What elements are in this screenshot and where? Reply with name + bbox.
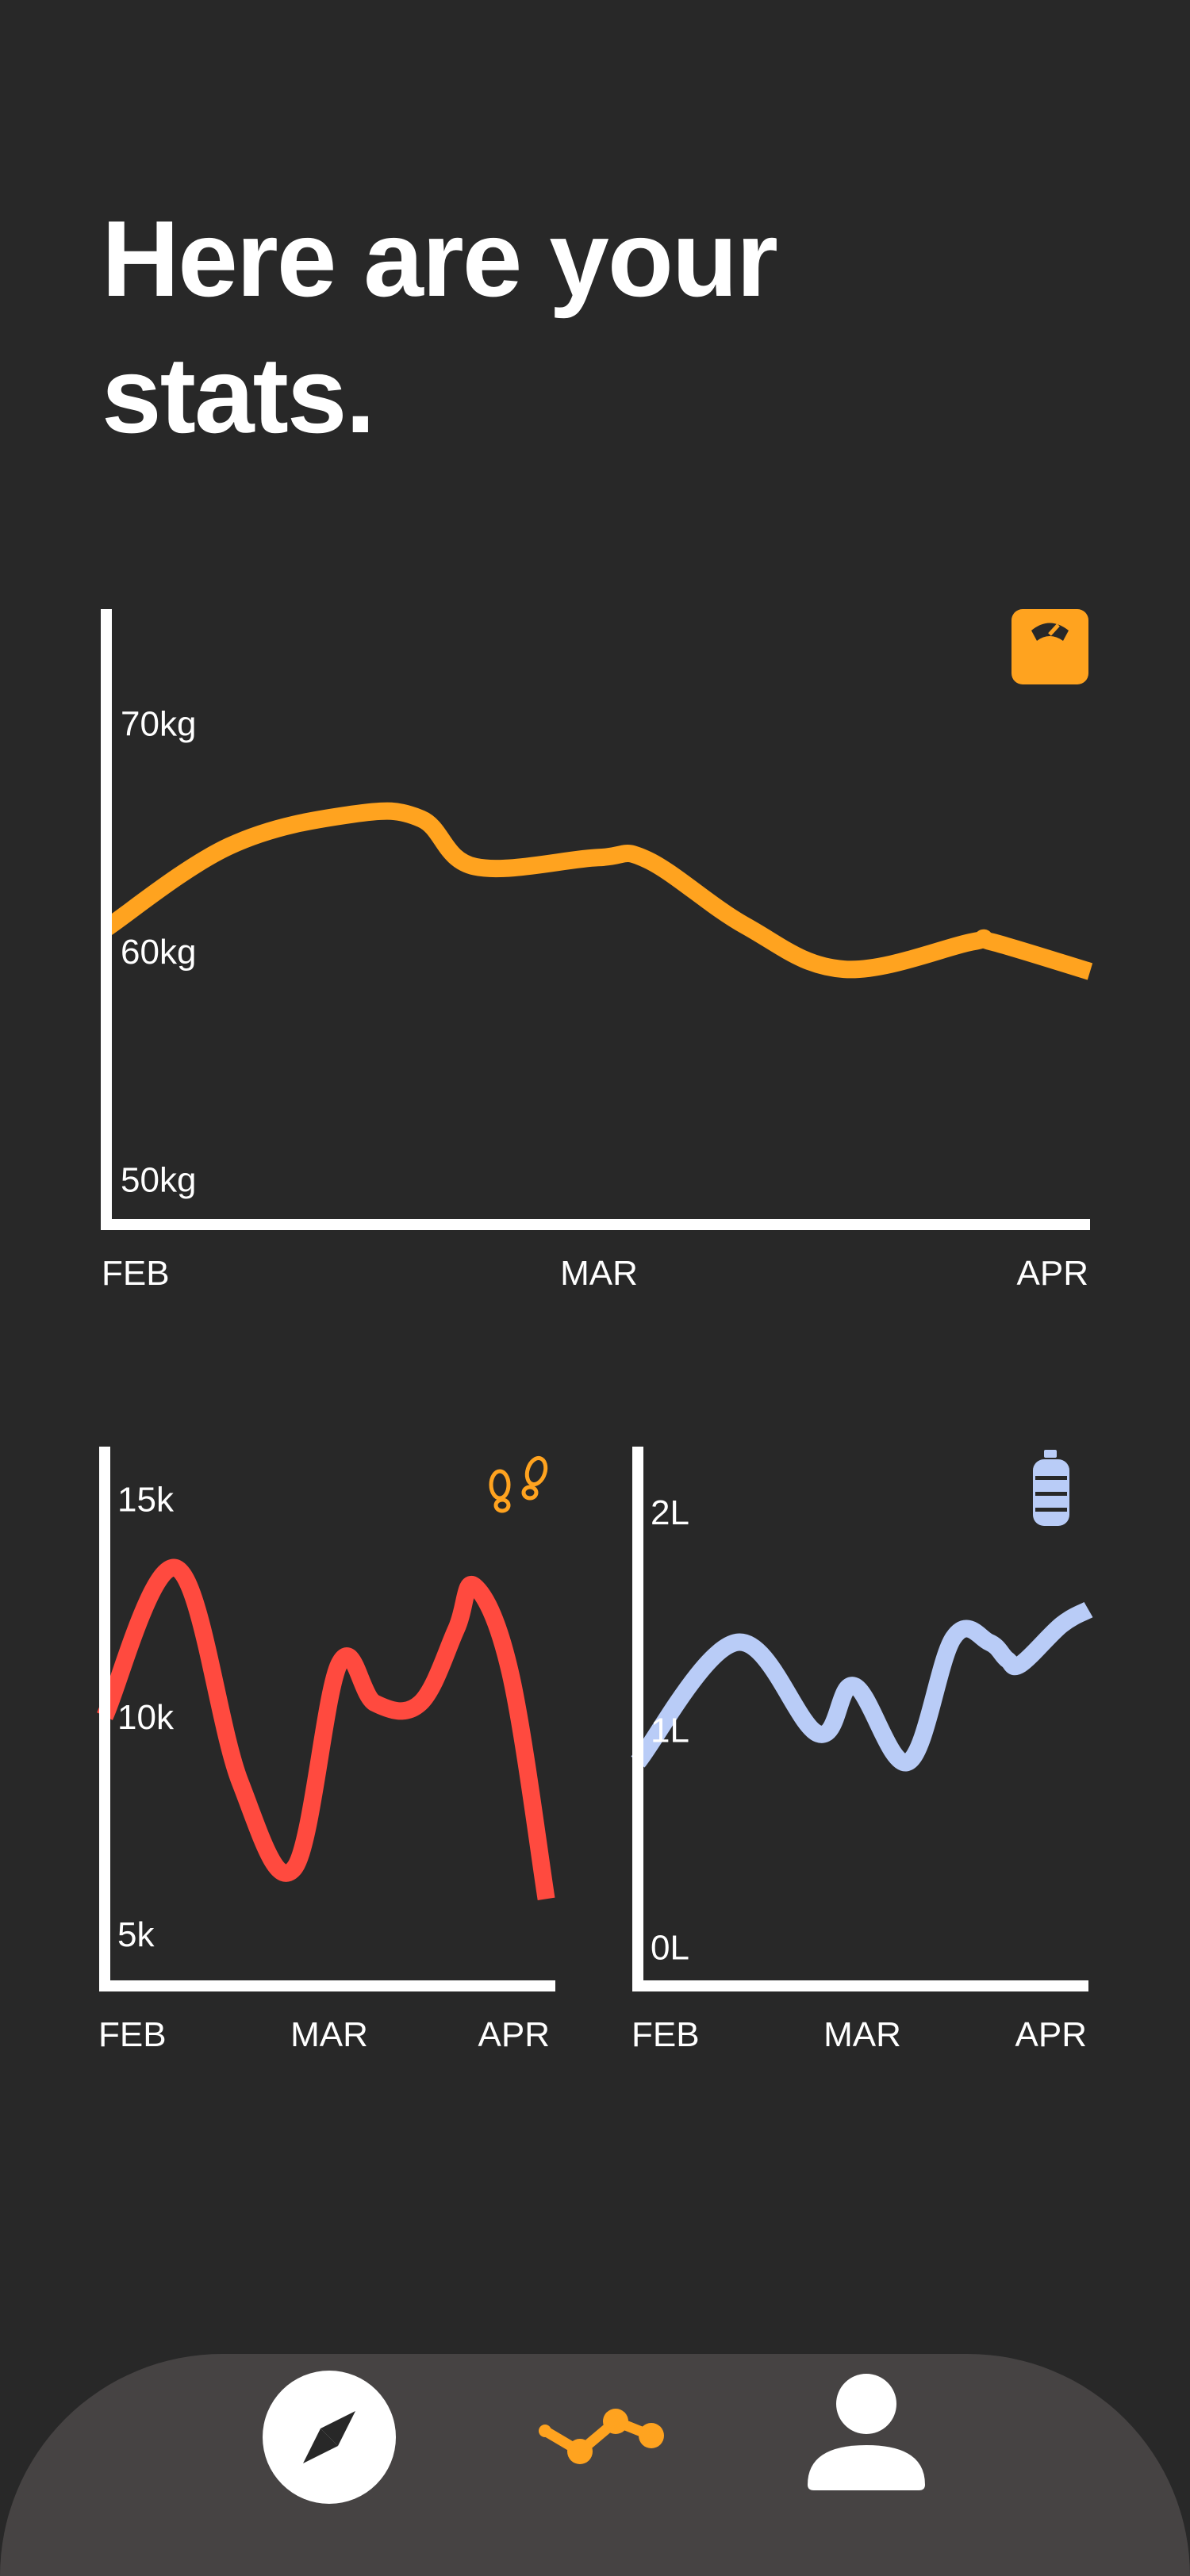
- steps-x-tick-label: FEB: [98, 2015, 167, 2054]
- weight-series-line: [101, 802, 1093, 980]
- water-x-tick-label: FEB: [631, 2015, 700, 2054]
- tab-explore[interactable]: [258, 2354, 401, 2520]
- water-data-point: [854, 1685, 855, 1687]
- steps-chart: 5k 10k 15k FEB MAR APR: [96, 1447, 555, 2054]
- water-data-point: [1007, 1659, 1008, 1661]
- steps-y-tick-label: 15k: [117, 1481, 175, 1520]
- water-data-point: [1088, 1609, 1089, 1611]
- water-y-tick-label: 0L: [651, 1929, 689, 1968]
- water-y-tick-label: 1L: [651, 1711, 689, 1750]
- weight-x-tick-label: FEB: [102, 1254, 170, 1293]
- tab-profile[interactable]: [791, 2354, 934, 2520]
- water-data-point: [953, 1637, 954, 1639]
- water-series-line: [631, 1601, 1093, 1772]
- water-data-point: [988, 1642, 990, 1643]
- weight-x-tick-label: APR: [1017, 1254, 1088, 1293]
- weight-x-tick-label: MAR: [560, 1254, 638, 1293]
- weighing-scale-icon: [1012, 609, 1088, 684]
- tab-stats[interactable]: [527, 2354, 670, 2520]
- water-x-tick-label: APR: [1015, 2015, 1087, 2054]
- stats-graph-icon: [539, 2409, 664, 2464]
- person-icon: [808, 2374, 925, 2490]
- steps-series-line: [96, 1558, 555, 1901]
- steps-x-tick-label: APR: [478, 2015, 550, 2054]
- compass-icon: [263, 2371, 396, 2504]
- steps-y-tick-label: 10k: [117, 1698, 175, 1737]
- water-data-point: [908, 1761, 909, 1763]
- weight-y-tick-label: 60kg: [121, 933, 196, 972]
- footprints-icon: [489, 1455, 548, 1513]
- weight-y-tick-label: 70kg: [121, 705, 196, 744]
- water-data-point: [1061, 1624, 1062, 1626]
- water-data-point: [736, 1642, 738, 1643]
- water-y-tick-label: 2L: [651, 1493, 689, 1532]
- page-title: Here are your stats.: [102, 198, 778, 455]
- water-bottle-icon: [1033, 1450, 1069, 1526]
- steps-x-tick-label: MAR: [290, 2015, 368, 2054]
- water-chart: 0L 1L 2L FEB MAR APR: [631, 1447, 1093, 2054]
- steps-y-tick-label: 5k: [117, 1915, 155, 1954]
- water-data-point: [817, 1733, 819, 1735]
- bottom-tab-bar: [0, 2354, 1190, 2576]
- water-data-point: [1020, 1663, 1022, 1665]
- water-x-tick-label: MAR: [823, 2015, 901, 2054]
- weight-chart: 50kg 60kg 70kg FEB MAR APR: [101, 609, 1093, 1293]
- weight-y-tick-label: 50kg: [121, 1160, 196, 1199]
